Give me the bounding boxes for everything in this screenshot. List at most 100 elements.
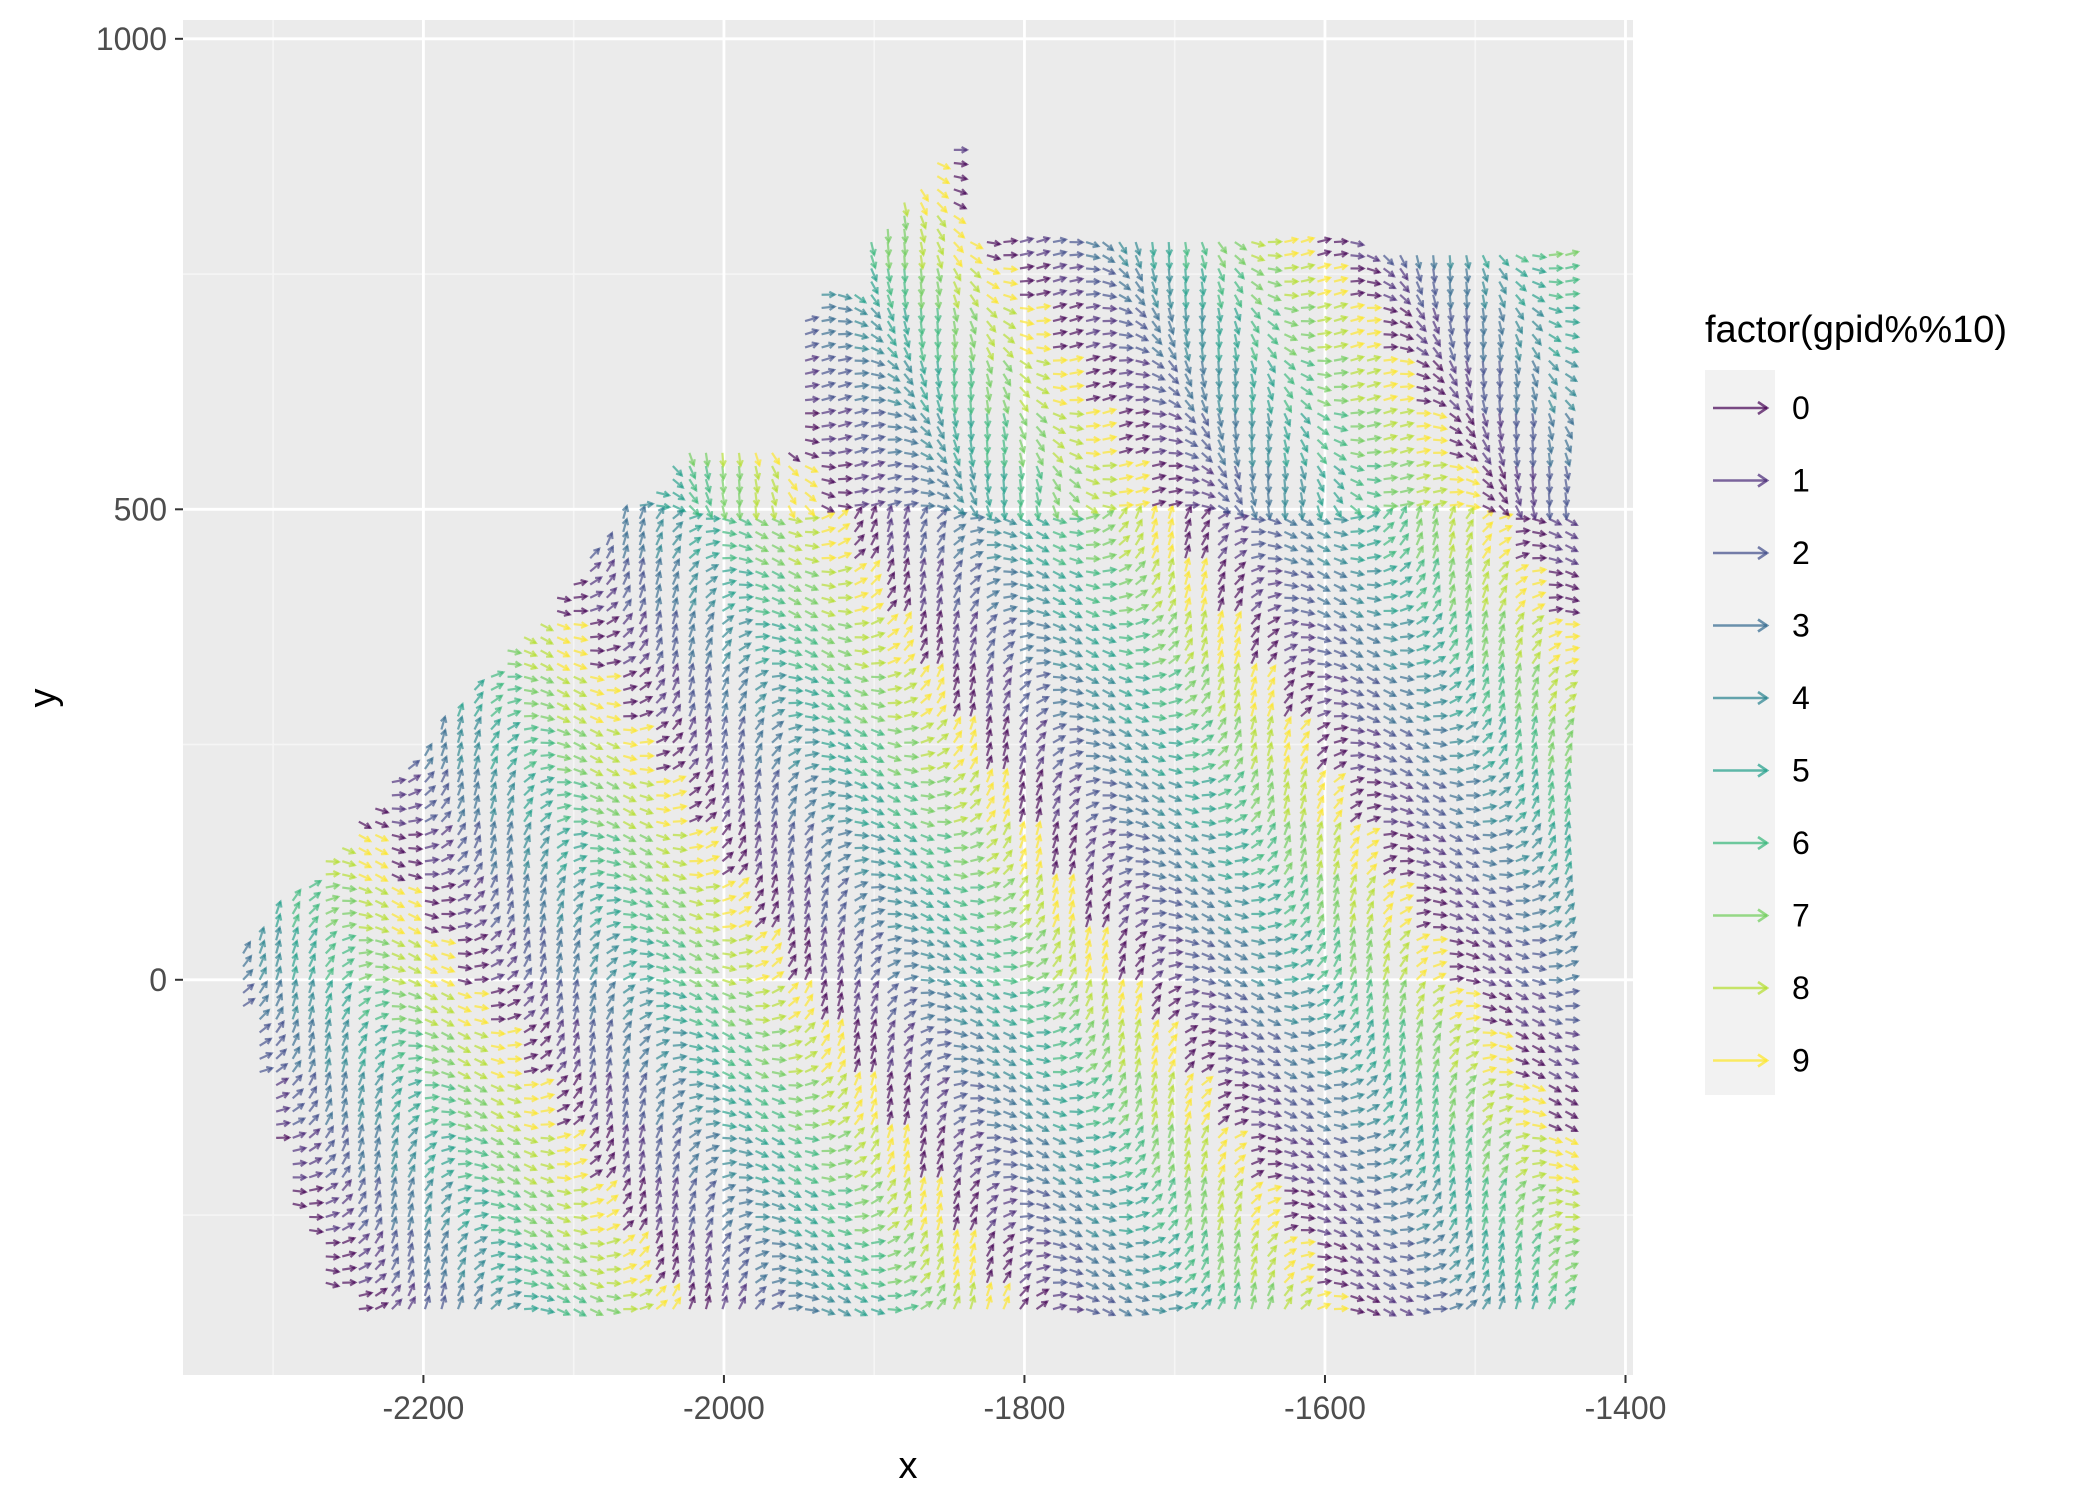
field-arrow [1052,1202,1067,1211]
field-arrow [1085,1215,1100,1224]
field-arrow [457,1184,473,1192]
field-arrow [390,1256,400,1271]
field-arrow [919,1243,929,1258]
field-arrow [1432,1248,1447,1258]
field-arrow [423,1281,431,1297]
field-arrow [654,1189,663,1205]
field-arrow [969,1179,981,1192]
field-arrow [1514,1229,1523,1244]
field-arrow [407,1268,415,1284]
field-arrow [590,1239,606,1248]
field-arrow [390,1215,399,1231]
field-arrow [1168,1247,1182,1258]
field-arrow [1119,1213,1135,1221]
field-arrow [1036,1202,1052,1210]
field-arrow [721,1281,729,1297]
field-arrow [1366,1229,1382,1237]
field-arrow [821,1242,836,1251]
field-arrow [406,1228,415,1244]
field-arrow [457,1256,467,1271]
field-arrow [1432,1262,1448,1271]
field-arrow [1564,1274,1579,1284]
field-arrow [1300,1275,1315,1284]
field-arrow [771,1189,787,1198]
field-arrow [837,1294,852,1304]
field-arrow [804,1242,819,1251]
field-arrow [1350,1255,1365,1264]
field-arrow [1003,1185,1019,1193]
field-arrow [622,1177,631,1192]
field-arrow [1547,1295,1557,1310]
field-arrow [1118,1308,1133,1317]
field-arrow [969,1241,977,1257]
field-arrow [358,1262,373,1271]
field-arrow [1333,1304,1350,1313]
field-arrow [788,1267,804,1275]
field-arrow [854,1308,869,1317]
field-arrow [903,1217,914,1231]
field-arrow [1284,1199,1300,1207]
field-arrow [1200,1256,1209,1271]
field-arrow [474,1186,490,1195]
field-arrow [573,1281,588,1290]
field-arrow [556,1281,571,1291]
field-arrow [919,1257,931,1271]
field-arrow [490,1250,506,1259]
field-arrow [374,1189,382,1205]
field-arrow [1250,1217,1260,1231]
field-arrow [1514,1242,1523,1257]
field-arrow [573,1200,589,1208]
field-arrow [952,1215,960,1231]
field-arrow [1498,1202,1506,1218]
field-arrow [440,1281,448,1297]
field-arrow [887,1291,904,1300]
field-arrow [985,1255,994,1271]
field-arrow [985,1243,995,1257]
field-arrow [1151,1236,1167,1245]
field-arrow [1416,1251,1432,1259]
field-arrow [1514,1281,1522,1297]
field-arrow [804,1294,820,1302]
field-arrow [325,1182,339,1192]
field-arrow [1069,1229,1084,1238]
field-arrow [1548,1246,1561,1258]
field-arrow [540,1294,556,1303]
field-arrow [523,1215,538,1225]
field-arrow [1216,1228,1225,1244]
field-arrow [1366,1242,1381,1251]
field-arrow [1216,1241,1225,1257]
field-arrow [1102,1242,1117,1251]
field-arrow [1036,1251,1052,1260]
field-arrow [969,1191,980,1205]
field-arrow [1497,1268,1506,1284]
field-arrow [1464,1202,1473,1218]
field-arrow [523,1255,539,1263]
field-arrow [1383,1228,1399,1236]
field-arrow [507,1253,523,1261]
field-arrow [952,1176,961,1192]
field-arrow [1448,1216,1458,1231]
field-arrow [821,1255,836,1264]
field-arrow [1283,1283,1294,1297]
field-arrow [821,1215,836,1224]
field-arrow [1167,1176,1176,1192]
field-arrow [1531,1196,1546,1205]
field-arrow [1283,1296,1293,1310]
field-arrow [1002,1269,1012,1284]
field-arrow [1366,1308,1381,1317]
field-arrow [1416,1307,1432,1315]
field-arrow [1135,1252,1151,1261]
field-arrow [457,1208,471,1218]
field-arrow [1085,1229,1100,1238]
field-arrow [639,1302,655,1311]
field-arrow [1366,1255,1381,1264]
field-arrow [1333,1229,1348,1238]
field-arrow [1464,1189,1473,1205]
field-arrow [1135,1238,1151,1247]
field-arrow [1200,1189,1208,1205]
field-arrow [738,1186,755,1194]
field-arrow [1349,1229,1364,1238]
field-arrow [1564,1262,1580,1271]
field-arrow [540,1307,556,1315]
field-arrow [308,1185,325,1193]
